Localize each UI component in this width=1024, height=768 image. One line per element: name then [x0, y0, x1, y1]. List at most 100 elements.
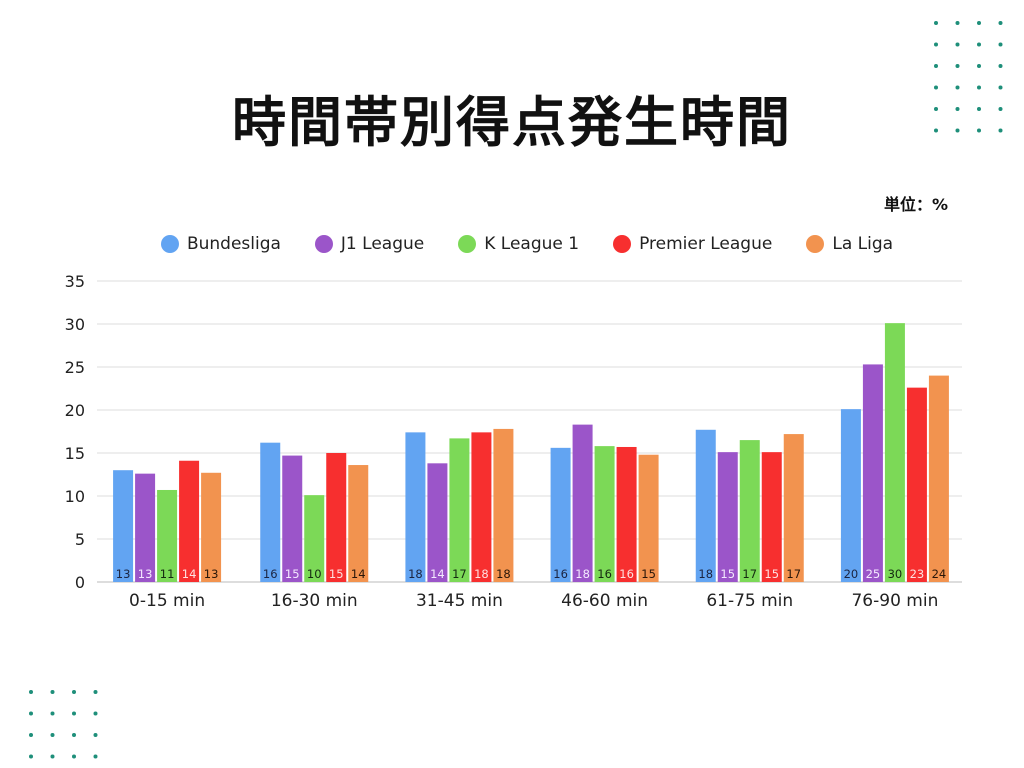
- legend-swatch: [160, 235, 179, 253]
- x-tick-label: 16-30 min: [271, 591, 358, 611]
- decor-dot: [50, 690, 55, 694]
- bar: [572, 424, 593, 582]
- data-label: 15: [764, 567, 779, 581]
- data-label: 17: [452, 567, 467, 581]
- bar: [449, 438, 470, 582]
- bar: [260, 442, 281, 582]
- data-label: 14: [430, 567, 445, 581]
- bar: [304, 495, 325, 582]
- decor-dot: [934, 128, 938, 133]
- bar: [348, 465, 369, 582]
- y-tick-label: 15: [65, 444, 85, 463]
- bar: [761, 452, 782, 582]
- legend-label: La Liga: [832, 234, 894, 254]
- decor-dot: [72, 754, 76, 759]
- decor-dot: [998, 42, 1003, 47]
- decor-dot: [29, 711, 33, 716]
- data-label: 18: [698, 567, 713, 581]
- data-label: 11: [160, 567, 175, 581]
- decor-dot: [955, 85, 960, 90]
- decor-dot: [934, 42, 938, 47]
- data-label: 24: [932, 567, 947, 581]
- data-label: 16: [597, 567, 612, 581]
- data-label: 13: [138, 567, 153, 581]
- bar: [282, 455, 303, 582]
- y-tick-label: 25: [65, 358, 85, 377]
- bar: [157, 489, 178, 582]
- bar: [906, 387, 927, 582]
- decor-dot: [93, 754, 98, 759]
- bar: [739, 440, 760, 582]
- decor-dot: [29, 690, 33, 694]
- legend-label: Premier League: [639, 234, 773, 254]
- legend-label: Bundesliga: [186, 234, 281, 254]
- x-tick-label: 31-45 min: [416, 591, 503, 611]
- decor-dot: [72, 711, 76, 716]
- decor-dot: [93, 733, 98, 737]
- bar: [471, 432, 492, 582]
- decor-dot: [998, 64, 1003, 68]
- data-label: 18: [474, 567, 489, 581]
- bar: [201, 472, 222, 582]
- legend-item: Premier League: [613, 234, 772, 254]
- decor-dot: [977, 64, 981, 68]
- bar: [717, 452, 738, 582]
- x-tick-label: 0-15 min: [129, 591, 205, 611]
- data-label: 14: [351, 567, 366, 581]
- data-label: 15: [329, 567, 344, 581]
- decor-dot: [50, 733, 55, 737]
- bar: [638, 454, 659, 582]
- bar: [695, 429, 716, 582]
- bar: [550, 447, 571, 582]
- bar: [862, 364, 883, 582]
- legend-item: K League 1: [458, 234, 579, 254]
- bar: [616, 446, 637, 582]
- data-label: 14: [182, 567, 197, 581]
- legend-swatch: [314, 235, 333, 253]
- data-label: 18: [408, 567, 423, 581]
- decor-dot: [955, 128, 960, 133]
- decor-dot: [955, 21, 960, 25]
- decor-dot: [955, 64, 960, 68]
- legend-swatch: [806, 235, 825, 253]
- data-label: 30: [888, 567, 903, 581]
- legend-item: Bundesliga: [160, 234, 281, 254]
- legend-item: La Liga: [806, 234, 893, 254]
- page-title: 時間帯別得点発生時間: [232, 91, 792, 154]
- data-label: 16: [553, 567, 568, 581]
- decor-dot: [934, 64, 938, 68]
- bar: [840, 409, 861, 582]
- data-label: 17: [786, 567, 801, 581]
- decor-dot: [93, 690, 98, 694]
- decor-dot: [998, 85, 1003, 90]
- decor-dot: [998, 128, 1003, 133]
- legend-label: K League 1: [484, 234, 580, 254]
- decor-dot: [955, 107, 960, 111]
- decor-dot: [977, 85, 981, 90]
- decor-dot: [934, 107, 938, 111]
- x-tick-label: 61-75 min: [706, 591, 793, 611]
- y-tick-label: 10: [65, 487, 85, 506]
- decor-dot: [977, 128, 981, 133]
- data-label: 18: [575, 567, 590, 581]
- decor-dot: [72, 733, 76, 737]
- data-label: 25: [866, 567, 881, 581]
- data-label: 13: [116, 567, 131, 581]
- data-label: 18: [496, 567, 511, 581]
- data-label: 15: [285, 567, 300, 581]
- legend-label: J1 League: [340, 234, 425, 254]
- data-label: 15: [641, 567, 656, 581]
- decor-dot: [934, 21, 938, 25]
- y-tick-label: 0: [75, 573, 85, 592]
- legend-item: J1 League: [314, 234, 425, 254]
- bar: [594, 446, 615, 582]
- data-label: 23: [910, 567, 925, 581]
- bar: [493, 428, 514, 582]
- decor-dot: [977, 21, 981, 25]
- decor-dot: [998, 21, 1003, 25]
- bar: [405, 432, 426, 582]
- data-label: 16: [619, 567, 634, 581]
- x-tick-label: 46-60 min: [561, 591, 648, 611]
- decor-dot: [72, 690, 76, 694]
